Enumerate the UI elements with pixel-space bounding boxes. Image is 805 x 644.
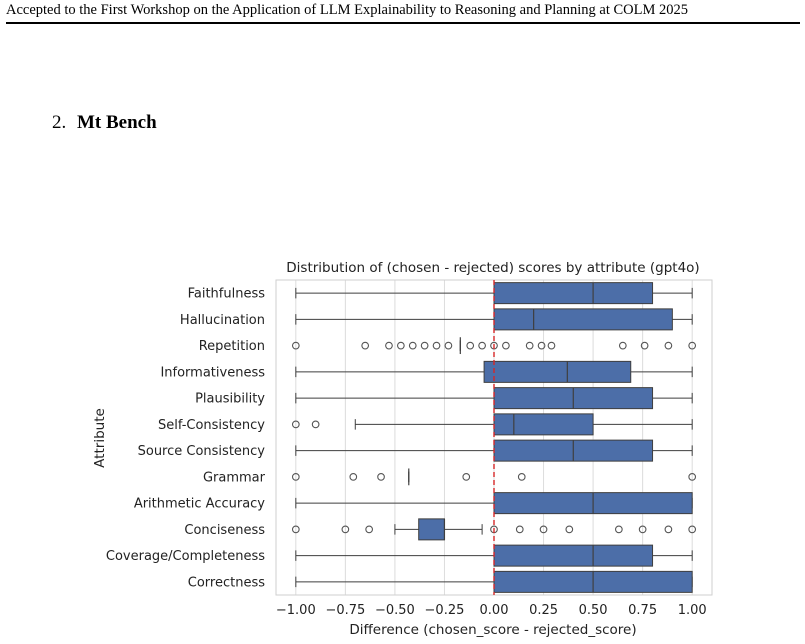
outlier-point	[291, 525, 300, 534]
outlier-point	[291, 420, 300, 429]
box	[493, 308, 673, 331]
outlier-point	[311, 420, 320, 429]
box-group	[291, 468, 697, 486]
outlier-point	[502, 341, 510, 350]
y-tick-label: Arithmetic Accuracy	[134, 497, 265, 512]
outlier-point	[397, 341, 405, 350]
x-tick-label: −0.75	[325, 603, 365, 618]
y-tick-label: Repetition	[199, 339, 265, 354]
x-tick-label: −0.50	[375, 603, 415, 618]
outlier-point	[515, 525, 524, 534]
outlier-point	[640, 341, 649, 350]
grid-lines	[295, 280, 693, 595]
header-text: Accepted to the First Workshop on the Ap…	[6, 2, 688, 18]
chart-title: Distribution of (chosen - rejected) scor…	[286, 260, 699, 276]
outlier-point	[420, 341, 429, 350]
outlier-point	[638, 525, 647, 534]
outlier-point	[517, 473, 526, 481]
box	[493, 544, 654, 567]
x-tick-label: 0.00	[480, 603, 509, 618]
box	[493, 282, 654, 305]
outlier-point	[539, 525, 548, 534]
box-group	[295, 544, 693, 567]
y-tick-label: Correctness	[188, 575, 265, 590]
y-tick-label: Source Consistency	[138, 444, 266, 459]
box	[483, 360, 632, 383]
box	[418, 518, 445, 541]
outlier-point	[462, 473, 471, 481]
outlier-point	[365, 525, 373, 534]
y-tick-label: Conciseness	[184, 523, 265, 538]
y-tick-label: Informativeness	[160, 365, 265, 380]
outlier-point	[466, 341, 475, 350]
box-group	[291, 337, 697, 355]
outlier-point	[618, 341, 627, 350]
section-number: 2.	[52, 112, 67, 133]
header-rule	[6, 22, 800, 24]
box-group	[295, 439, 693, 462]
outlier-point	[664, 525, 673, 534]
outlier-point	[664, 341, 673, 350]
outlier-point	[385, 341, 393, 350]
outlier-point	[537, 341, 546, 350]
outlier-point	[291, 473, 300, 481]
outlier-point	[565, 525, 574, 534]
outlier-point	[361, 341, 370, 350]
x-axis-label: Difference (chosen_score - rejected_scor…	[349, 622, 636, 638]
outlier-point	[478, 341, 486, 350]
box-group	[295, 360, 693, 383]
outlier-point	[688, 525, 697, 534]
outlier-point	[432, 341, 441, 350]
outlier-point	[444, 341, 453, 350]
x-tick-label: −0.25	[425, 603, 465, 618]
outlier-point	[688, 473, 697, 481]
outlier-point	[291, 341, 300, 350]
outlier-point	[525, 341, 534, 350]
y-tick-label: Grammar	[203, 470, 266, 485]
y-axis-label: Attribute	[92, 408, 108, 468]
page-header: Accepted to the First Workshop on the Ap…	[0, 0, 805, 24]
box-group	[295, 387, 693, 410]
box-group	[295, 308, 693, 331]
outlier-point	[615, 525, 623, 534]
box	[493, 413, 594, 436]
outlier-point	[341, 525, 350, 534]
y-tick-label: Self-Consistency	[158, 418, 265, 433]
boxes	[291, 282, 697, 593]
box-group	[291, 518, 697, 541]
x-tick-label: 0.25	[529, 603, 558, 618]
y-tick-label: Coverage/Completeness	[106, 549, 265, 564]
box-group	[291, 413, 693, 436]
x-tick-label: 1.00	[678, 603, 707, 618]
section-heading: 2. Mt Bench	[52, 112, 157, 134]
x-tick-labels: −1.00 −0.75 −0.50 −0.25 0.00 0.25 0.50 0.75 1.00	[276, 603, 707, 618]
y-tick-labels: Faithfulness Hallucination Repetition Infor…	[106, 287, 266, 591]
box-group	[295, 282, 693, 305]
x-tick-label: 0.75	[628, 603, 657, 618]
y-tick-label: Plausibility	[195, 392, 265, 407]
y-tick-label: Faithfulness	[188, 287, 266, 302]
outlier-point	[349, 473, 358, 481]
outlier-point	[408, 341, 417, 350]
box-group	[295, 492, 693, 515]
x-tick-label: −1.00	[276, 603, 316, 618]
section-title: Mt Bench	[77, 112, 157, 133]
box-group	[295, 570, 693, 593]
outlier-point	[688, 341, 697, 350]
outlier-point	[377, 473, 385, 481]
y-tick-label: Hallucination	[180, 313, 265, 328]
outlier-point	[547, 341, 556, 350]
x-tick-label: 0.50	[579, 603, 608, 618]
